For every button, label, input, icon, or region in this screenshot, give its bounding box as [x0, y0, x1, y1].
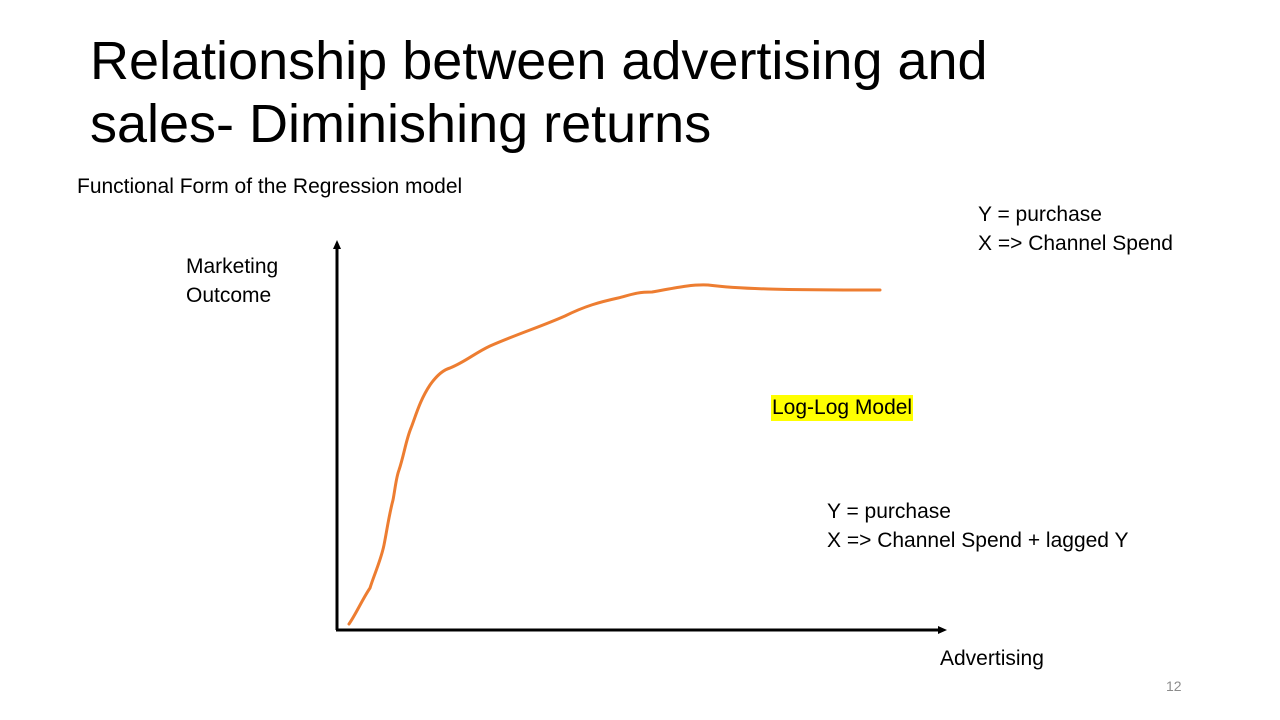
- slide-title-line-2: sales- Diminishing returns: [90, 94, 712, 154]
- equation-block-bottom: Y = purchase X => Channel Spend + lagged…: [827, 497, 1128, 555]
- page-number: 12: [1166, 678, 1182, 694]
- slide-title: Relationship between advertising and sal…: [90, 30, 1210, 156]
- equation-top-y: Y = purchase: [978, 203, 1102, 226]
- model-label: Log-Log Model: [771, 395, 914, 421]
- slide-title-line-1: Relationship between advertising and: [90, 31, 988, 91]
- y-axis-label-line-2: Outcome: [186, 284, 272, 307]
- equation-top-x: X => Channel Spend: [978, 232, 1173, 255]
- equation-bottom-x: X => Channel Spend + lagged Y: [827, 529, 1129, 552]
- x-axis-label: Advertising: [940, 647, 1044, 670]
- response-curve: [347, 283, 882, 626]
- y-axis-label-line-1: Marketing: [186, 255, 279, 278]
- equation-bottom-y: Y = purchase: [827, 500, 951, 523]
- slide-subtitle: Functional Form of the Regression model: [77, 175, 463, 198]
- equation-block-top: Y = purchase X => Channel Spend: [978, 200, 1173, 258]
- y-axis-label: Marketing Outcome: [186, 252, 278, 310]
